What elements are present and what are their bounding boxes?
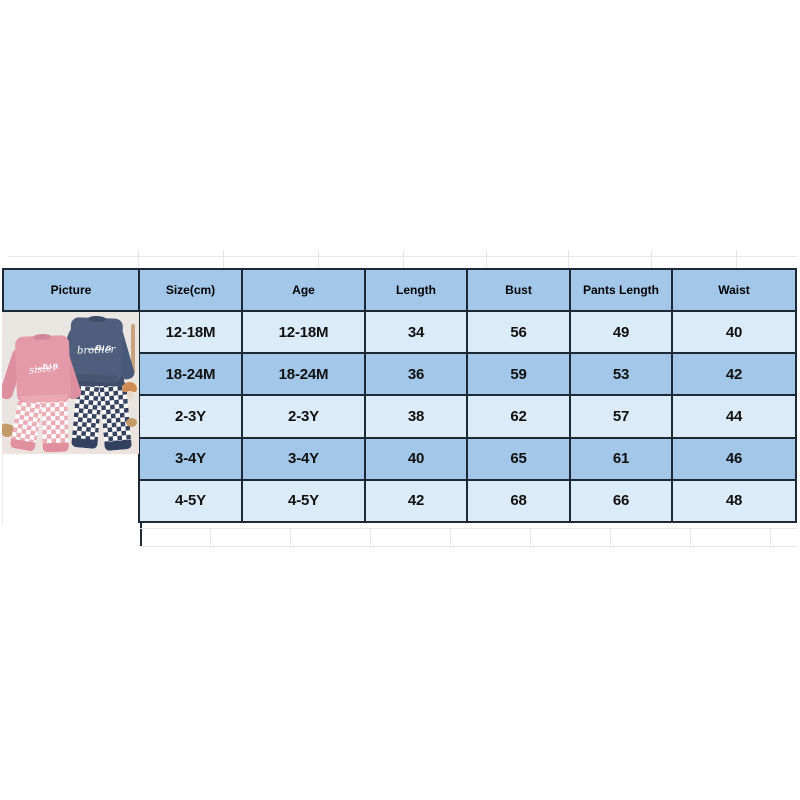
excel-gridline	[610, 528, 611, 546]
cell-size-row3: 2-3Y	[140, 396, 243, 439]
excel-gridline	[223, 250, 224, 268]
navy-sweatshirt: BIG brother	[68, 315, 124, 383]
cell-pants_length-row3: 57	[571, 396, 673, 439]
cell-size-row2: 18-24M	[140, 354, 243, 397]
excel-gridline	[530, 528, 531, 546]
wooden-ball-toy	[126, 418, 137, 427]
excel-gridline	[770, 528, 771, 546]
cell-length-row1: 34	[366, 312, 468, 355]
header-cell-bust: Bust	[468, 270, 571, 312]
cell-age-row1: 12-18M	[243, 312, 366, 355]
mushroom-toy-stem	[127, 391, 133, 398]
excel-gridline	[318, 250, 319, 268]
cell-waist-row1: 40	[673, 312, 797, 355]
pink-pant-leg-right	[41, 397, 69, 453]
header-cell-length: Length	[366, 270, 468, 312]
cell-age-row4: 3-4Y	[243, 438, 366, 481]
excel-gridline	[290, 528, 291, 546]
picture-cell: BIG brother	[2, 312, 140, 523]
excel-gridline	[138, 250, 139, 268]
cell-pants_length-row4: 61	[571, 438, 673, 481]
pink-sweatshirt: BIG sister	[14, 333, 72, 403]
cell-size-row4: 3-4Y	[140, 438, 243, 481]
header-cell-waist: Waist	[673, 270, 797, 312]
cell-length-row3: 38	[366, 396, 468, 439]
cell-size-row1: 12-18M	[140, 312, 243, 355]
pink-shirt-text-sister: sister	[28, 362, 58, 376]
pink-pant-cuff	[42, 442, 69, 453]
excel-gridline	[651, 250, 652, 268]
cell-size-row5: 4-5Y	[140, 480, 243, 523]
product-photo: BIG brother	[2, 312, 139, 454]
cell-bust-row4: 65	[468, 438, 571, 481]
navy-shirt-text-brother: brother	[76, 343, 116, 357]
cell-pants_length-row2: 53	[571, 354, 673, 397]
excel-gridline	[140, 528, 797, 529]
excel-gridline	[403, 250, 404, 268]
navy-pant-cuff	[71, 437, 98, 450]
excel-gridline	[210, 528, 211, 546]
cell-waist-row3: 44	[673, 396, 797, 439]
cell-bust-row5: 68	[468, 480, 571, 523]
navy-pant-cuff	[104, 439, 132, 452]
cell-waist-row5: 48	[673, 480, 797, 523]
excel-gridline	[568, 250, 569, 268]
excel-gridline	[140, 546, 797, 547]
header-cell-age: Age	[243, 270, 366, 312]
excel-gridline	[370, 528, 371, 546]
navy-collar	[87, 315, 107, 323]
cell-age-row2: 18-24M	[243, 354, 366, 397]
cell-waist-row4: 46	[673, 438, 797, 481]
excel-gridline	[450, 528, 451, 546]
header-cell-picture: Picture	[2, 270, 140, 312]
wooden-stick-toy	[131, 324, 135, 374]
header-cell-size-cm: Size(cm)	[140, 270, 243, 312]
cell-age-row3: 2-3Y	[243, 396, 366, 439]
excel-gridline	[8, 256, 797, 257]
cell-length-row5: 42	[366, 480, 468, 523]
cell-bust-row3: 62	[468, 396, 571, 439]
pink-collar	[32, 333, 51, 341]
cell-length-row2: 36	[366, 354, 468, 397]
cell-bust-row2: 59	[468, 354, 571, 397]
excel-gridline	[736, 250, 737, 268]
size-chart-table: BIG brother	[2, 268, 797, 523]
picture-column-border-extension	[140, 523, 142, 546]
pink-pant-leg-left	[9, 396, 44, 452]
pink-pant-cuff	[9, 438, 36, 452]
cell-age-row5: 4-5Y	[243, 480, 366, 523]
cell-length-row4: 40	[366, 438, 468, 481]
cell-pants_length-row1: 49	[571, 312, 673, 355]
cell-pants_length-row5: 66	[571, 480, 673, 523]
excel-gridline	[690, 528, 691, 546]
excel-gridline	[486, 250, 487, 268]
header-cell-pants-length: Pants Length	[571, 270, 673, 312]
cell-waist-row2: 42	[673, 354, 797, 397]
mushroom-toy-cap	[122, 382, 137, 392]
cell-bust-row1: 56	[468, 312, 571, 355]
